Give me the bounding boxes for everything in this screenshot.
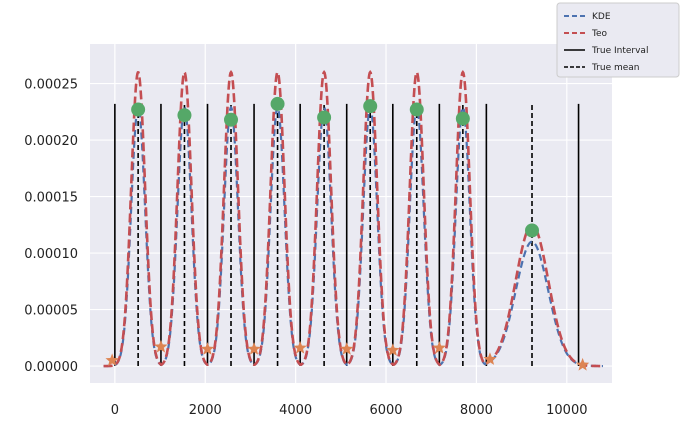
boundary-marker — [575, 357, 590, 371]
boundary-marker — [432, 340, 447, 354]
peak-marker — [270, 96, 285, 111]
y-tick-label: 0.00010 — [24, 247, 78, 262]
x-tick-label: 0 — [111, 403, 119, 418]
grid-lines — [90, 44, 612, 383]
peak-marker — [224, 112, 239, 127]
teo-curve — [103, 70, 603, 368]
boundary-marker — [483, 352, 497, 365]
x-tick-label: 6000 — [369, 403, 402, 418]
legend-label: Teo — [591, 29, 608, 39]
boundary-marker — [247, 342, 261, 355]
legend-box — [556, 2, 680, 78]
x-tick-label: 4000 — [279, 403, 312, 418]
peak-marker — [525, 223, 540, 238]
boundary-marker — [386, 343, 400, 356]
legend-label: True Interval — [591, 46, 648, 56]
boundary-marker — [200, 342, 215, 355]
x-tick-label: 10000 — [546, 403, 587, 418]
peak-marker — [363, 99, 378, 114]
peak-marker — [177, 108, 192, 123]
legend-label: True mean — [591, 63, 640, 73]
y-tick-label: 0.00015 — [24, 191, 78, 206]
markers — [105, 96, 590, 371]
peak-marker — [131, 102, 146, 117]
y-tick-label: 0.00005 — [24, 304, 78, 319]
peak-marker — [455, 111, 470, 126]
boundary-marker — [340, 342, 354, 355]
boundary-marker — [154, 339, 168, 353]
boundary-marker — [293, 340, 307, 354]
y-tick-label: 0.00020 — [24, 134, 78, 149]
legend-label: KDE — [592, 12, 611, 22]
tick-labels: 0 2000 4000 6000 8000 10000 0.00000 0.00005 0.00… — [24, 78, 587, 418]
peak-marker — [409, 102, 424, 117]
x-tick-label: 2000 — [189, 403, 222, 418]
peak-marker — [317, 110, 332, 125]
boundary-marker — [105, 353, 119, 367]
legend: KDE Teo True Interval True mean — [556, 2, 680, 78]
plot-background — [90, 44, 612, 383]
y-tick-label: 0.00025 — [24, 78, 78, 93]
y-tick-label: 0.00000 — [24, 360, 78, 375]
x-tick-label: 8000 — [460, 403, 493, 418]
